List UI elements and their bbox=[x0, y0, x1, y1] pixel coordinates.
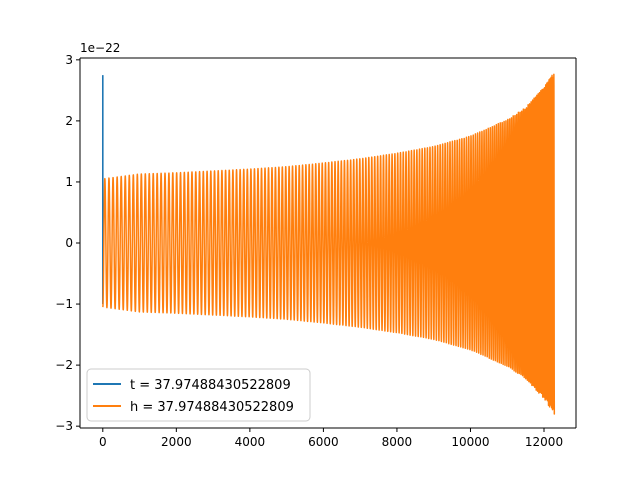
x-axis-ticks: 0 2000 4000 6000 8000 10000 12000 bbox=[99, 428, 563, 449]
series-layer bbox=[101, 73, 556, 415]
legend: t = 37.97488430522809 h = 37.97488430522… bbox=[86, 368, 311, 422]
y-axis-ticks: −3 −2 −1 0 1 2 3 bbox=[55, 53, 80, 433]
legend-box bbox=[86, 368, 311, 422]
y-tick-label: −3 bbox=[55, 419, 73, 433]
x-tick-label: 2000 bbox=[161, 435, 192, 449]
legend-label-t: t = 37.97488430522809 bbox=[130, 378, 291, 393]
x-tick-label: 6000 bbox=[308, 435, 339, 449]
y-tick-label: −2 bbox=[55, 358, 73, 372]
series-h-line bbox=[102, 73, 556, 415]
y-tick-label: 1 bbox=[65, 175, 73, 189]
legend-label-h: h = 37.97488430522809 bbox=[130, 400, 294, 415]
x-tick-label: 4000 bbox=[235, 435, 266, 449]
y-offset-label: 1e−22 bbox=[80, 41, 120, 55]
y-tick-label: −1 bbox=[55, 297, 73, 311]
x-tick-label: 10000 bbox=[451, 435, 489, 449]
y-tick-label: 2 bbox=[65, 114, 73, 128]
x-tick-label: 8000 bbox=[382, 435, 413, 449]
y-tick-label: 3 bbox=[65, 53, 73, 67]
x-tick-label: 12000 bbox=[525, 435, 563, 449]
x-tick-label: 0 bbox=[99, 435, 107, 449]
y-tick-label: 0 bbox=[65, 236, 73, 250]
